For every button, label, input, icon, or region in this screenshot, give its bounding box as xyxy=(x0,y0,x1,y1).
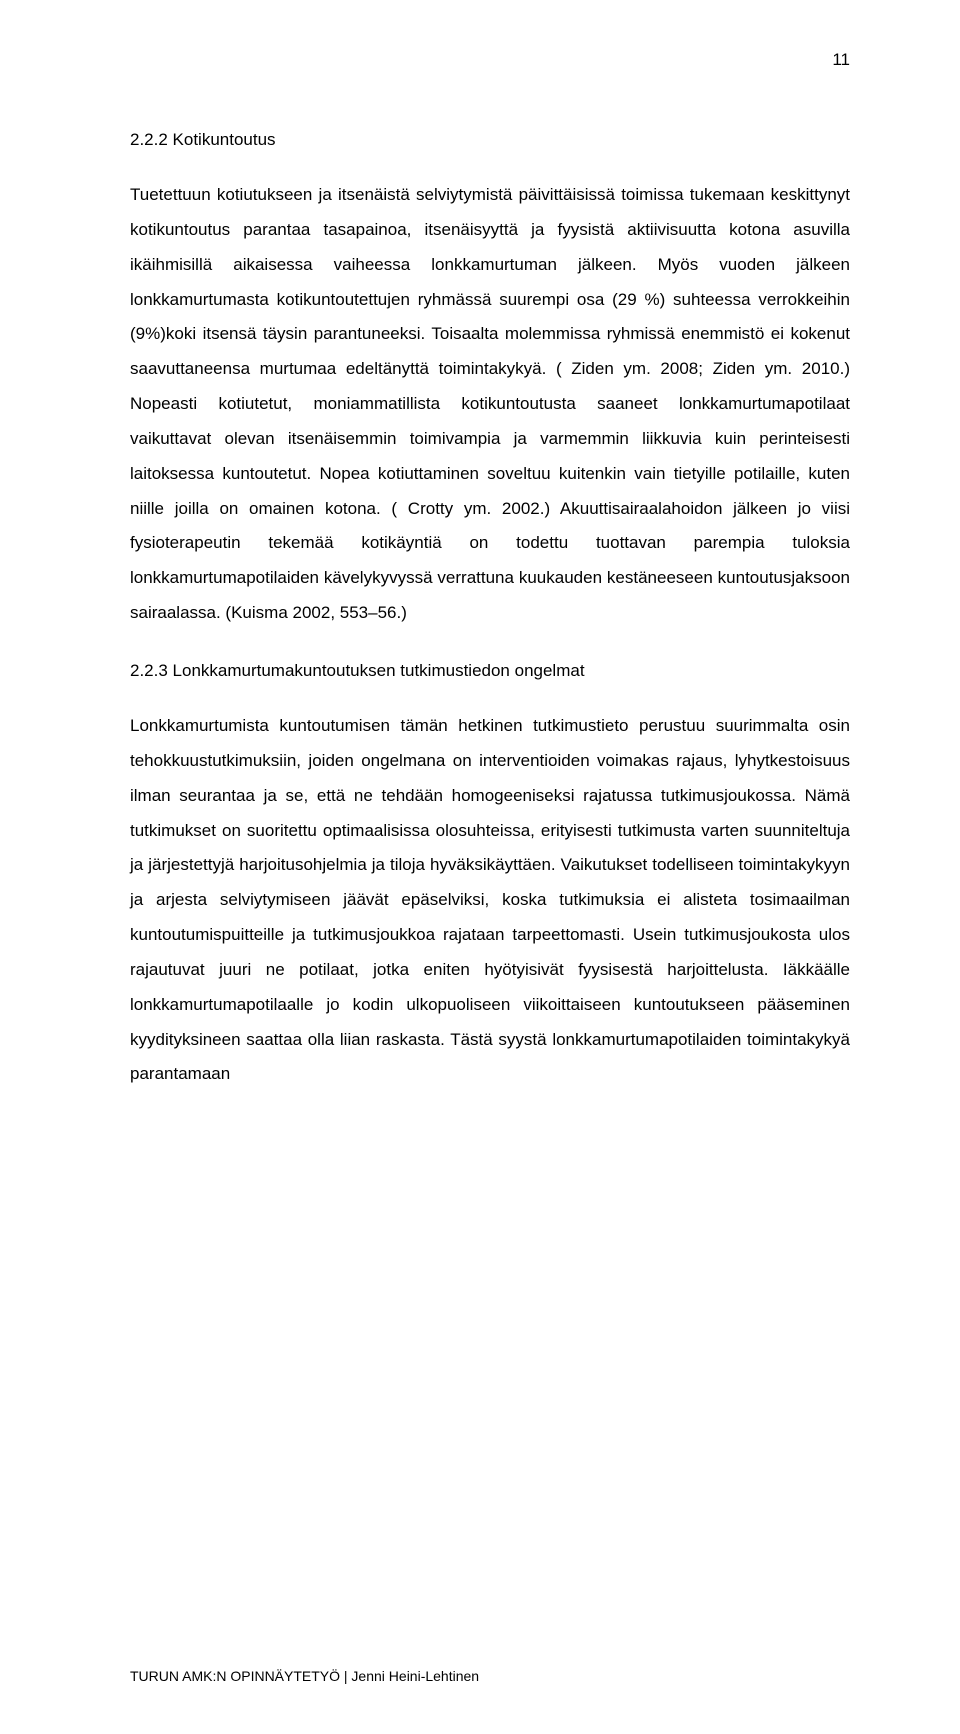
body-paragraph-2: Lonkkamurtumista kuntoutumisen tämän het… xyxy=(130,709,850,1092)
document-page: 11 2.2.2 Kotikuntoutus Tuetettuun kotiut… xyxy=(0,0,960,1734)
body-paragraph-1: Tuetettuun kotiutukseen ja itsenäistä se… xyxy=(130,178,850,631)
section-heading-2: 2.2.3 Lonkkamurtumakuntoutuksen tutkimus… xyxy=(130,661,850,681)
footer-text: TURUN AMK:N OPINNÄYTETYÖ | Jenni Heini-L… xyxy=(130,1668,479,1684)
section-heading-1: 2.2.2 Kotikuntoutus xyxy=(130,130,850,150)
page-number: 11 xyxy=(832,50,850,70)
